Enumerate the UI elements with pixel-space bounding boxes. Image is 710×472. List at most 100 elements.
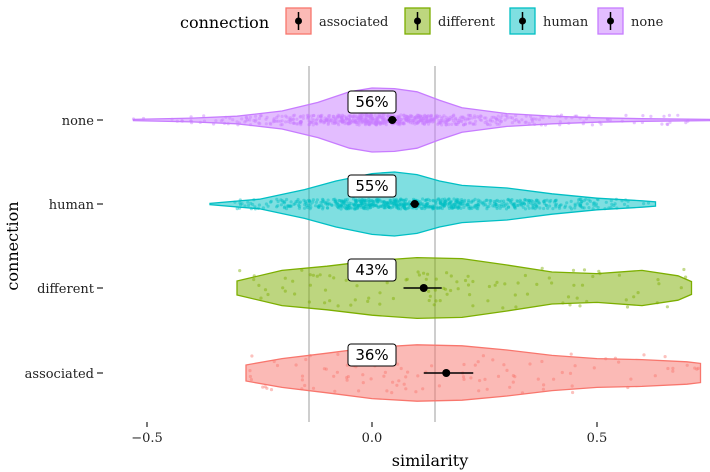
data-point — [387, 205, 391, 209]
data-point — [291, 121, 295, 125]
data-point — [466, 283, 471, 287]
data-point — [447, 206, 451, 210]
data-point — [346, 121, 351, 126]
data-point — [345, 378, 349, 382]
data-point — [455, 200, 459, 204]
data-point — [452, 202, 457, 207]
data-point — [421, 121, 425, 125]
data-point — [535, 282, 539, 286]
data-point — [300, 374, 305, 378]
data-point — [371, 204, 375, 208]
data-point — [426, 201, 430, 205]
data-point — [503, 282, 507, 286]
data-point — [359, 199, 363, 203]
data-point — [353, 198, 357, 202]
data-point — [334, 203, 338, 207]
data-point — [356, 206, 360, 210]
points-human — [233, 197, 651, 211]
data-point — [397, 206, 401, 210]
data-point — [626, 204, 630, 209]
data-point — [439, 201, 443, 205]
data-point — [434, 299, 438, 303]
percent-label-box — [347, 258, 397, 282]
data-point — [348, 121, 352, 125]
data-point — [257, 283, 261, 287]
data-point — [509, 115, 513, 120]
data-point — [424, 120, 428, 124]
data-point — [561, 301, 565, 305]
data-point — [367, 296, 371, 300]
data-point — [413, 117, 417, 121]
data-point — [425, 120, 429, 124]
data-point — [359, 201, 363, 206]
data-point — [400, 198, 404, 202]
data-point — [345, 117, 349, 121]
data-point — [264, 122, 268, 126]
data-point — [515, 203, 519, 208]
data-point — [507, 205, 511, 209]
data-point — [368, 113, 372, 117]
data-point — [421, 121, 425, 126]
data-point — [603, 207, 607, 211]
data-point — [397, 116, 402, 120]
data-point — [542, 206, 546, 211]
data-point — [431, 198, 435, 202]
data-point — [364, 121, 368, 125]
data-point — [371, 121, 375, 125]
data-point — [406, 206, 410, 210]
data-point — [368, 114, 372, 118]
data-point — [335, 205, 340, 209]
data-point — [449, 288, 453, 293]
data-point — [349, 120, 353, 124]
data-point — [393, 200, 397, 204]
data-point — [500, 203, 504, 207]
data-point — [284, 120, 288, 124]
data-point — [321, 197, 325, 201]
data-point — [351, 197, 356, 201]
data-point — [317, 203, 321, 208]
data-point — [311, 273, 315, 277]
data-point — [424, 203, 428, 207]
data-point — [291, 279, 295, 283]
data-point — [609, 205, 613, 210]
data-point — [340, 116, 344, 120]
data-point — [219, 119, 223, 123]
data-point — [318, 120, 322, 124]
data-point — [322, 200, 326, 204]
data-point — [430, 364, 434, 368]
data-point — [300, 268, 304, 272]
data-point — [411, 119, 415, 123]
data-point — [666, 366, 670, 371]
data-point — [360, 120, 364, 124]
data-point — [325, 201, 329, 205]
data-point — [363, 123, 368, 127]
data-point — [469, 376, 473, 380]
data-point — [682, 267, 686, 272]
data-point — [445, 292, 449, 296]
data-point — [565, 201, 569, 205]
data-point — [340, 199, 344, 203]
data-point — [296, 122, 300, 126]
data-point — [423, 204, 427, 208]
data-point — [440, 206, 444, 211]
data-point — [582, 206, 586, 210]
data-point — [406, 115, 410, 119]
data-point — [493, 204, 497, 208]
data-point — [502, 204, 506, 208]
data-point — [354, 207, 358, 211]
data-point — [300, 387, 304, 391]
y-tick-label: none — [62, 114, 95, 129]
data-point — [402, 114, 406, 118]
data-point — [605, 117, 610, 121]
data-point — [131, 117, 136, 121]
data-point — [456, 287, 460, 291]
data-point — [348, 114, 352, 118]
data-point — [348, 118, 352, 122]
data-point — [432, 119, 436, 123]
data-point — [531, 202, 535, 206]
data-point — [581, 122, 585, 126]
data-point — [531, 204, 535, 208]
legend-label: different — [438, 15, 496, 30]
data-point — [459, 119, 463, 123]
data-point — [406, 118, 410, 122]
